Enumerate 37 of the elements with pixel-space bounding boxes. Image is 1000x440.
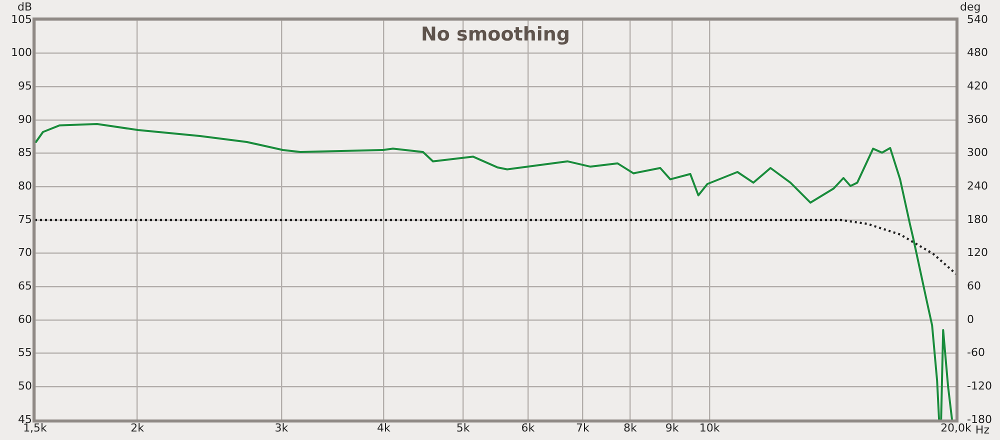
x-tick-label: 9k [665,421,680,434]
y2-tick-label: 0 [967,312,974,326]
y2-tick-label: 240 [967,180,988,193]
y2-tick-label: 480 [967,46,988,60]
y2-tick-label: 360 [967,112,988,126]
y-tick-label: 95 [18,80,32,93]
y2-tick-label: 60 [967,280,981,293]
y2-tick-label: -120 [967,380,992,393]
y-axis-title: dB [17,0,32,14]
x-tick-label: 10k [699,421,720,434]
x-tick-label: 7k [576,421,590,434]
y-tick-label: 100 [11,46,32,60]
y-tick-label: 80 [18,180,32,193]
x-axis-title: Hz [975,423,990,436]
y-tick-label: 55 [18,346,32,360]
x-tick-label: 3k [274,421,289,434]
y2-tick-label: -60 [967,346,985,360]
x-tick-label: 2k [130,421,145,434]
y2-tick-label: 120 [967,246,988,260]
x-tick-label: 6k [521,421,536,434]
y-tick-label: 65 [18,280,32,293]
x-tick-label: 4k [377,421,392,434]
y-tick-label: 85 [18,146,32,160]
x-tick-label: 5k [456,421,470,434]
chart-title: No smoothing [420,23,570,46]
y2-tick-label: 420 [967,80,988,93]
x-tick-label: 8k [624,421,638,434]
y-tick-label: 60 [18,312,32,326]
y-tick-label: 105 [11,12,32,26]
y-tick-label: 70 [18,246,32,260]
y2-tick-label: 540 [967,12,988,26]
y2-axis-title: deg [960,0,981,14]
y-tick-label: 90 [18,112,32,126]
y-tick-label: 50 [18,380,32,393]
y2-tick-label: 180 [967,212,988,226]
y-tick-label: 75 [18,212,32,226]
y2-tick-label: 300 [967,146,988,160]
